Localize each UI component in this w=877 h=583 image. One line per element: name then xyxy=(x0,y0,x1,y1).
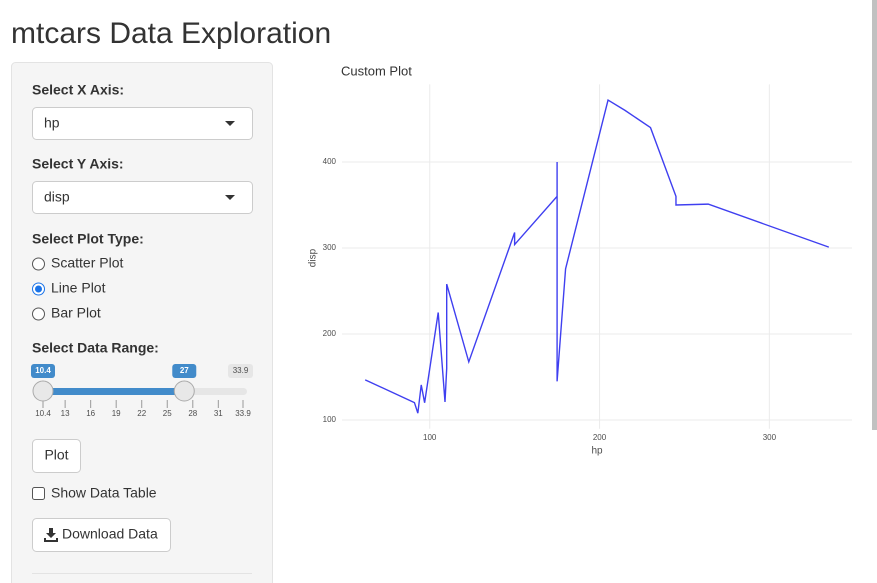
download-button[interactable]: Download Data xyxy=(32,518,171,552)
button-text: Download Data xyxy=(62,526,158,542)
button-text: Plot xyxy=(44,447,68,463)
slider-handle[interactable] xyxy=(32,380,54,402)
slider-value-badge xyxy=(172,364,197,378)
select-box[interactable] xyxy=(32,107,253,140)
y-tick-label: 200 xyxy=(323,329,337,338)
y-axis-title: disp xyxy=(308,248,319,267)
slider-value-label: 10.4 xyxy=(35,366,51,375)
sidebar-panel xyxy=(11,62,273,583)
slider-value-badge xyxy=(31,364,55,378)
slider-max-label: 33.9 xyxy=(233,366,249,375)
x-axis-label: Select X Axis: xyxy=(32,82,124,98)
slider-value-label: 27 xyxy=(180,366,189,375)
y-axis-select[interactable]: disp xyxy=(32,181,253,214)
plot-area: 100 200 300 100 200 300 400 xyxy=(323,84,852,442)
x-tick-label: 300 xyxy=(763,433,777,442)
plot-type-label: Select Plot Type: xyxy=(32,231,144,247)
radio[interactable] xyxy=(32,257,45,271)
x-axis-title: hp xyxy=(591,446,603,457)
select-box[interactable] xyxy=(32,181,253,214)
select-value: disp xyxy=(44,189,70,205)
checkbox[interactable] xyxy=(32,487,45,500)
radio-label: Bar Plot xyxy=(51,305,101,321)
plot-title: Custom Plot xyxy=(341,63,412,78)
button[interactable] xyxy=(32,518,171,552)
y-tick-label: 300 xyxy=(323,243,337,252)
download-icon xyxy=(44,528,58,542)
slider-selection xyxy=(43,388,185,395)
slider-tick-label: 10.4 xyxy=(35,409,51,418)
radio[interactable] xyxy=(32,307,45,321)
slider-tick-label: 25 xyxy=(163,409,172,418)
data-line xyxy=(364,98,830,414)
page-title: mtcars Data Exploration xyxy=(11,17,331,50)
caret xyxy=(225,121,235,126)
slider-tick-label: 13 xyxy=(61,409,70,418)
slider-max-badge xyxy=(228,364,253,378)
slider-handle[interactable] xyxy=(173,380,195,402)
y-tick-label: 400 xyxy=(323,157,337,166)
radio-label: Scatter Plot xyxy=(51,255,123,271)
slider-tick-label: 19 xyxy=(112,409,121,418)
range-slider: 10.4 13 16 19 22 25 28 31 33.9 33.9 10.4 27 xyxy=(31,364,253,418)
x-tick-label: 100 xyxy=(423,433,437,442)
x-tick-label: 200 xyxy=(593,433,607,442)
radio-label: Line Plot xyxy=(51,280,106,296)
y-axis-label: Select Y Axis: xyxy=(32,156,124,172)
checkbox-label: Show Data Table xyxy=(51,485,157,501)
slider-tick-label: 22 xyxy=(137,409,146,418)
caret xyxy=(225,195,235,200)
plot-type-radios: Scatter Plot Line Plot Bar Plot xyxy=(32,255,123,321)
button[interactable] xyxy=(32,439,81,473)
select-value: hp xyxy=(44,115,60,131)
radio-dot xyxy=(35,285,42,293)
data-range-label: Select Data Range: xyxy=(32,340,159,356)
plot-button[interactable]: Plot xyxy=(32,439,81,473)
y-tick-label: 100 xyxy=(323,415,337,424)
slider-tick-label: 16 xyxy=(86,409,95,418)
slider-tick-label: 28 xyxy=(188,409,197,418)
x-axis-select[interactable]: hp xyxy=(32,107,253,140)
slider-tick-label: 31 xyxy=(214,409,223,418)
scrollbar xyxy=(872,0,877,430)
slider-tick-label: 33.9 xyxy=(235,409,251,418)
